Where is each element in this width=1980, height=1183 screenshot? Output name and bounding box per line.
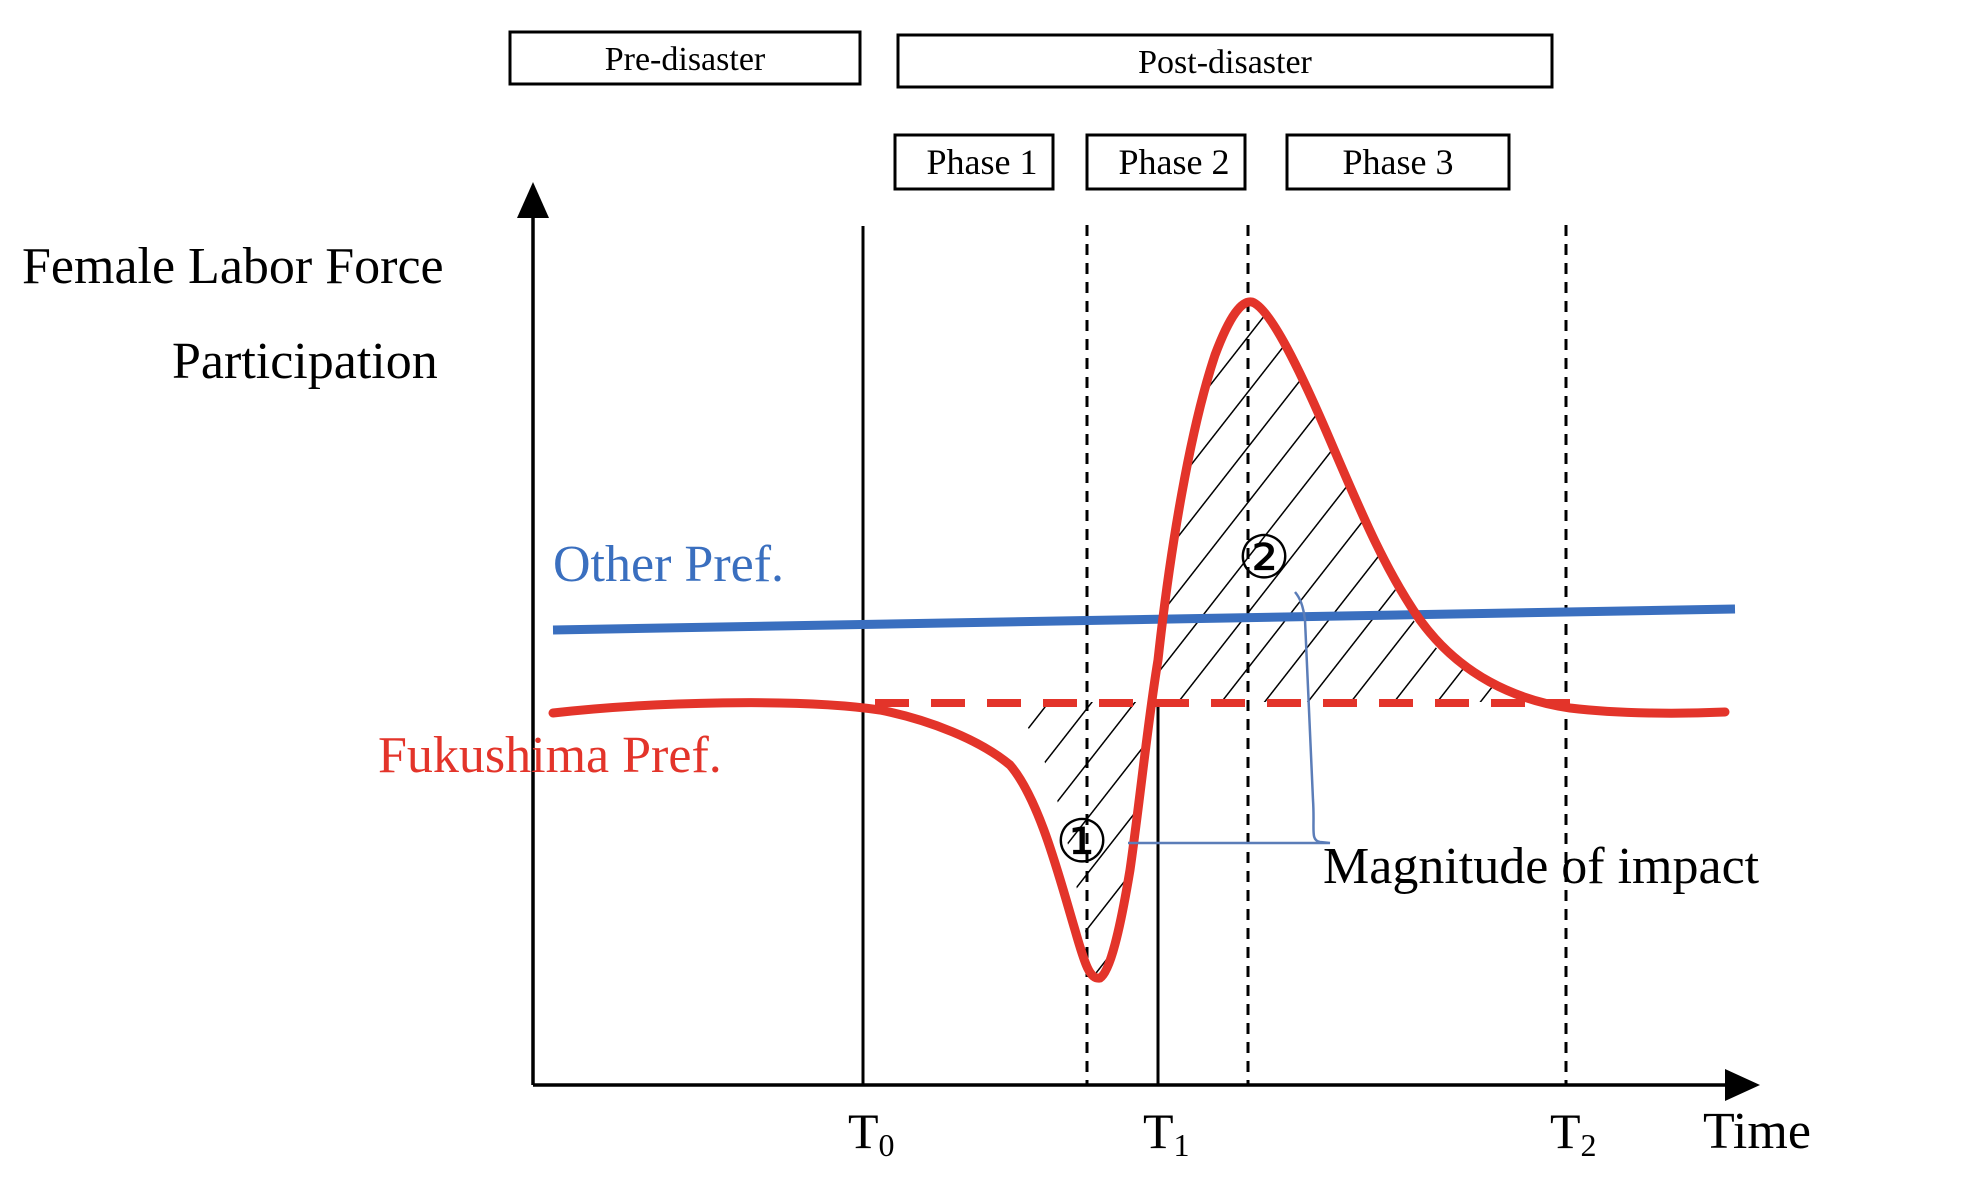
fukushima-pref-label: Fukushima Pref. bbox=[378, 727, 722, 784]
post-disaster-box: Post-disaster bbox=[896, 33, 1554, 89]
tick-t1: T1 bbox=[1143, 1103, 1190, 1163]
phase-3-label: Phase 3 bbox=[1343, 142, 1454, 182]
tick-t2-base: T bbox=[1550, 1103, 1581, 1159]
phase-1-label: Phase 1 bbox=[927, 142, 1038, 182]
tick-t2-sub: 2 bbox=[1581, 1127, 1597, 1163]
fukushima-pref-curve bbox=[548, 297, 1730, 983]
post-disaster-label: Post-disaster bbox=[1138, 44, 1312, 81]
other-pref-line bbox=[552, 604, 1736, 635]
x-axis bbox=[533, 1069, 1760, 1101]
phase-2-label: Phase 2 bbox=[1119, 142, 1230, 182]
tick-t2: T2 bbox=[1550, 1103, 1597, 1163]
phase-1-box: Phase 1 bbox=[893, 133, 1055, 191]
tick-t0: T0 bbox=[848, 1103, 895, 1163]
x-axis-label: Time bbox=[1703, 1103, 1811, 1160]
pre-disaster-box: Pre-disaster bbox=[508, 30, 862, 86]
magnitude-label: Magnitude of impact bbox=[1323, 838, 1760, 895]
tick-t1-base: T bbox=[1143, 1103, 1174, 1159]
x-axis-arrow-icon bbox=[1725, 1069, 1760, 1101]
tick-t0-sub: 0 bbox=[879, 1127, 895, 1163]
magnitude-bracket bbox=[1128, 591, 1331, 845]
phase-3-box: Phase 3 bbox=[1285, 133, 1511, 191]
tick-t1-sub: 1 bbox=[1174, 1127, 1190, 1163]
y-axis bbox=[517, 182, 549, 1085]
area-2-marker: ② bbox=[1237, 525, 1291, 591]
phase-2-box: Phase 2 bbox=[1085, 133, 1247, 191]
area-1-marker: ① bbox=[1055, 809, 1109, 875]
other-pref-label: Other Pref. bbox=[553, 536, 784, 593]
y-axis-label-line2: Participation bbox=[172, 333, 438, 390]
y-axis-label-line1: Female Labor Force bbox=[22, 238, 444, 295]
y-axis-arrow-icon bbox=[517, 182, 549, 218]
tick-t0-base: T bbox=[848, 1103, 879, 1159]
pre-disaster-label: Pre-disaster bbox=[605, 41, 766, 78]
